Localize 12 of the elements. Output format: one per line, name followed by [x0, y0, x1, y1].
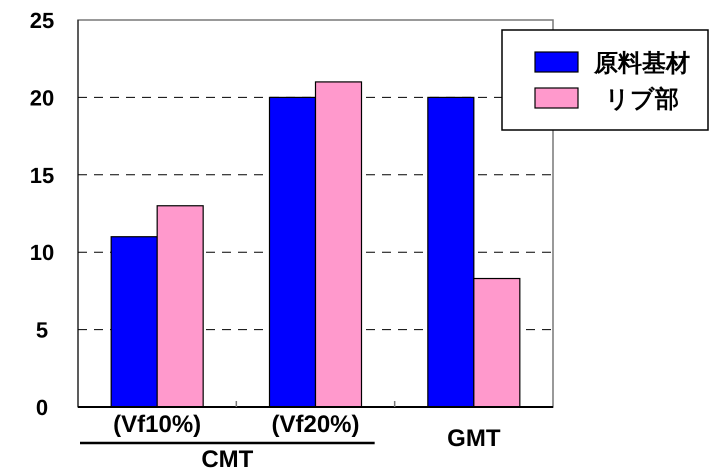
legend-label: 原料基材	[593, 50, 690, 77]
y-tick-label: 15	[30, 162, 54, 188]
y-tick-label: 5	[36, 318, 48, 343]
x-tick-label: (Vf10%)	[113, 411, 202, 438]
legend-label: リブ部	[605, 86, 679, 113]
y-tick-label: 20	[30, 85, 54, 110]
y-tick-label: 25	[30, 8, 54, 33]
text: CMT	[201, 446, 254, 470]
x-tick-label: GMT	[447, 425, 501, 452]
y-tick-label: 10	[30, 240, 54, 266]
y-tick-label: 0	[36, 395, 48, 420]
x-tick-label: (Vf20%)	[271, 411, 360, 438]
